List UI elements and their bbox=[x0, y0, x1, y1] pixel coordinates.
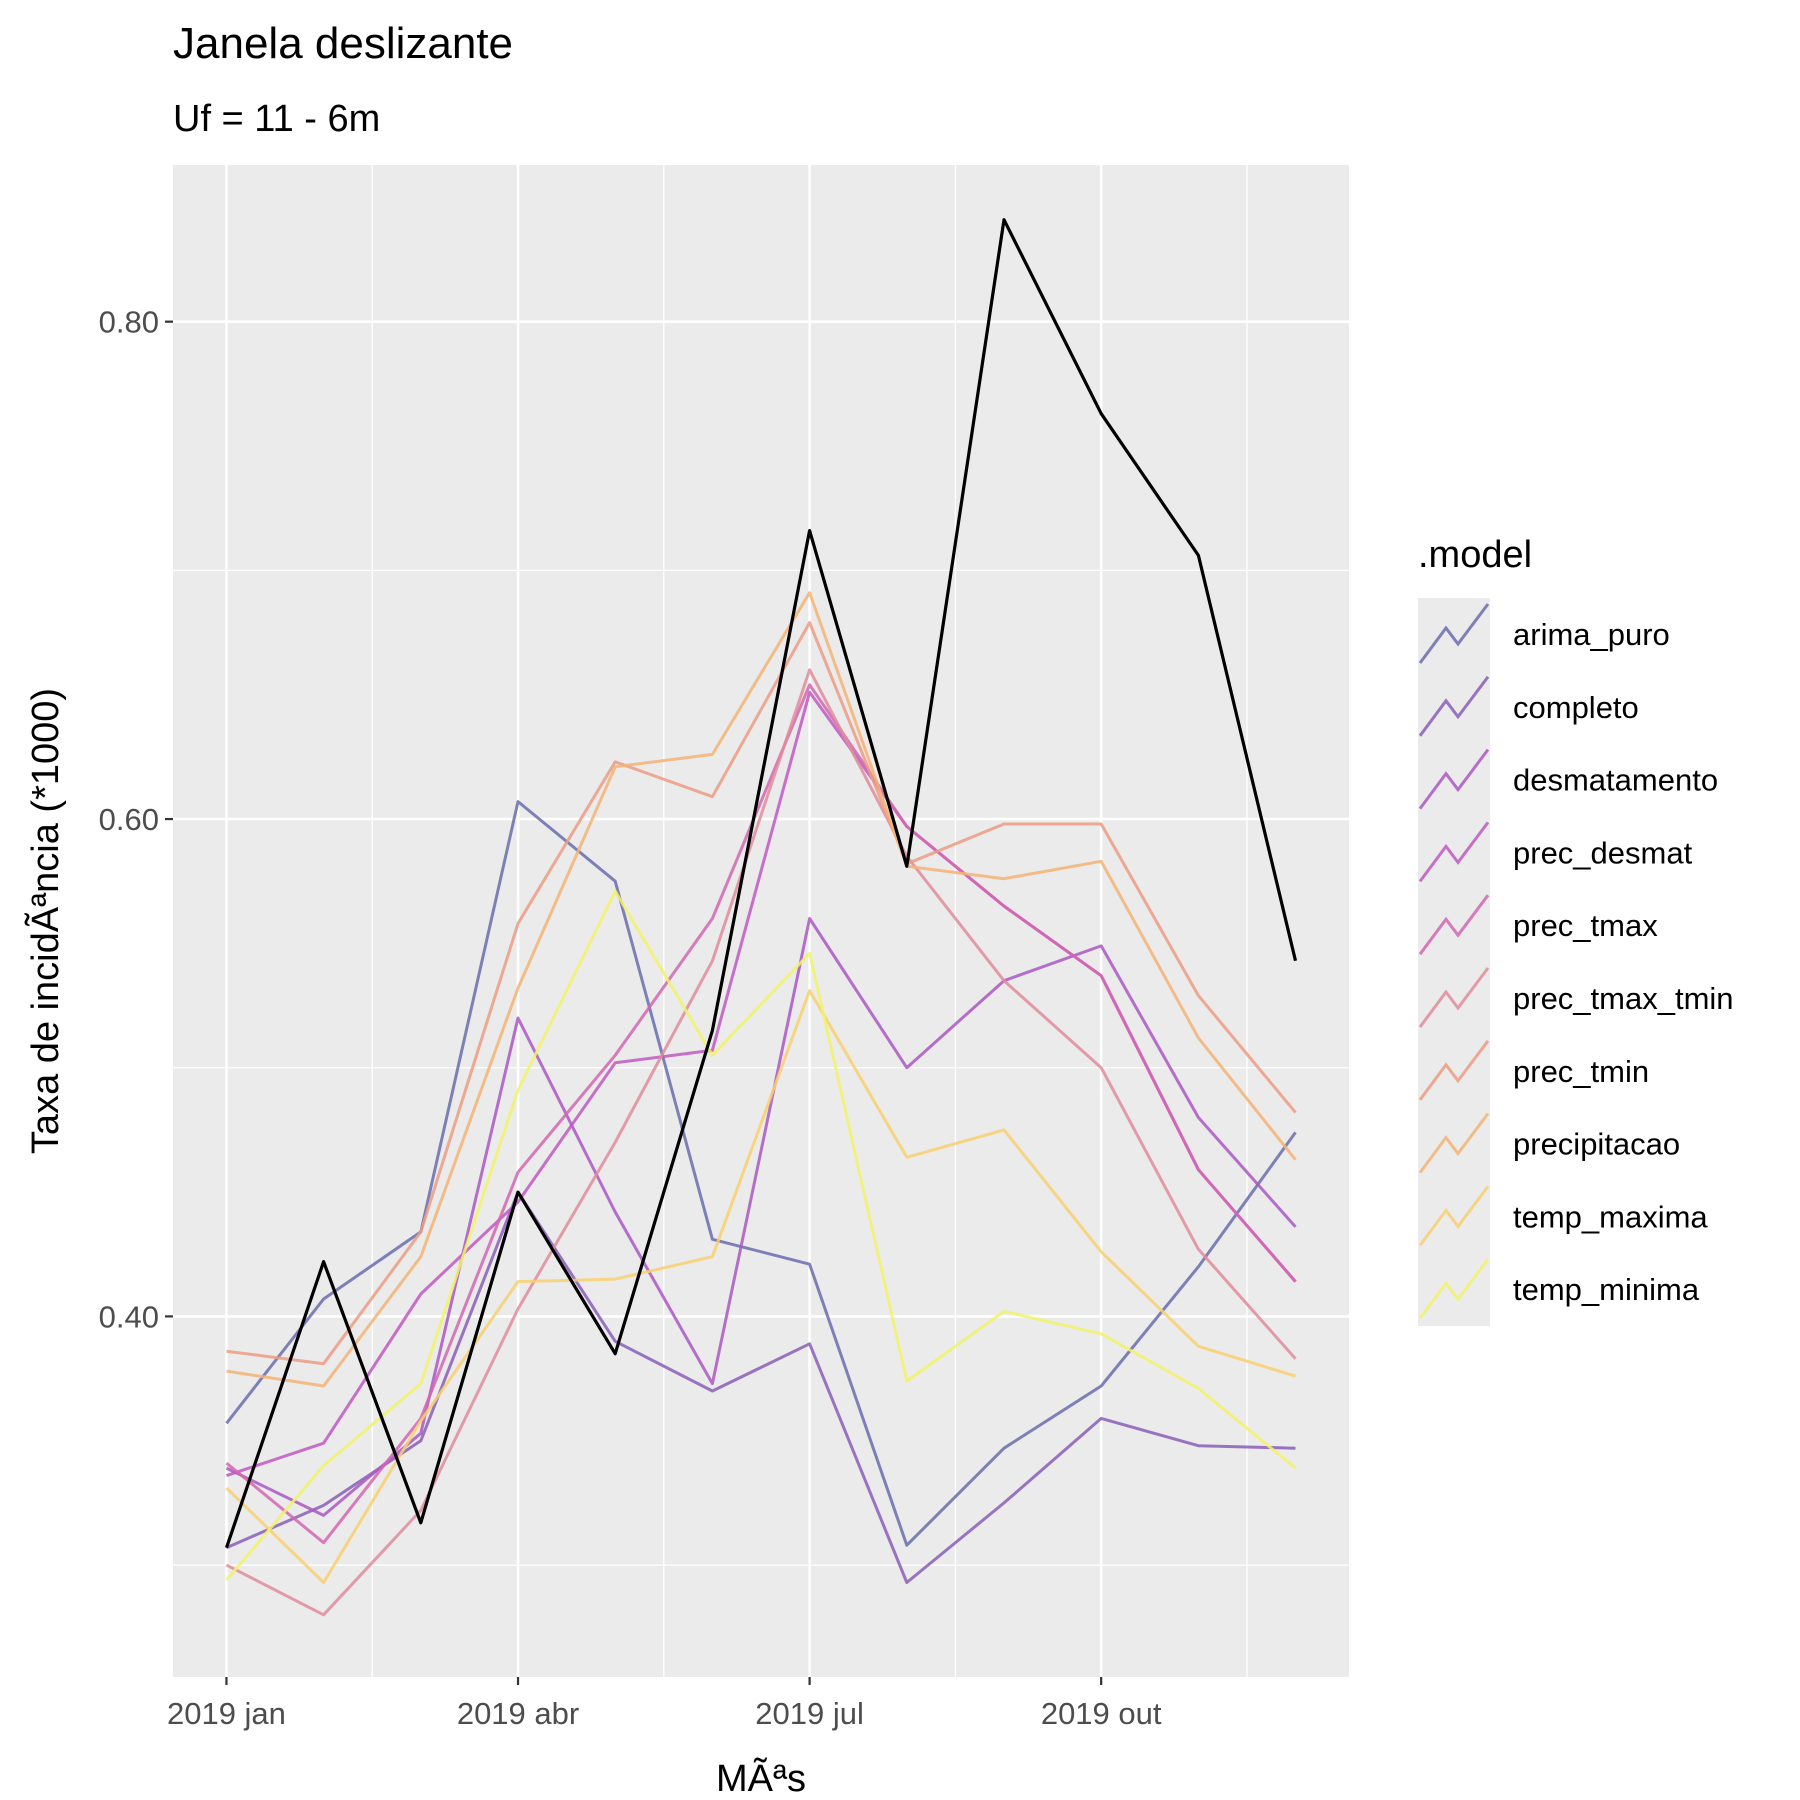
chart-title: Janela deslizante bbox=[173, 19, 513, 68]
legend-key-background bbox=[1418, 598, 1490, 1326]
series-line-prec-tmax-tmin bbox=[225, 668, 1297, 1617]
legend-key-desmatamento bbox=[1418, 748, 1490, 810]
legend-key-prec-tmin bbox=[1418, 1039, 1490, 1101]
x-axis-title: MÃªs bbox=[716, 1757, 806, 1800]
legend-label-desmatamento: desmatamento bbox=[1513, 763, 1718, 798]
legend-label-prec-tmin: prec_tmin bbox=[1513, 1054, 1649, 1089]
series-line-completo bbox=[225, 1190, 1296, 1584]
legend-key-temp-minima bbox=[1418, 1258, 1490, 1320]
legend-key-completo bbox=[1418, 675, 1490, 737]
x-tick-label: 2019 abr bbox=[457, 1696, 579, 1731]
y-axis: 0.40 0.60 0.80 bbox=[99, 305, 173, 1334]
legend-key-prec-tmax-tmin bbox=[1418, 967, 1490, 1028]
x-tick-label: 2019 jul bbox=[755, 1696, 864, 1731]
legend-key-arima-puro bbox=[1418, 603, 1490, 664]
legend-label-completo: completo bbox=[1513, 690, 1639, 725]
grid-minor bbox=[173, 165, 1349, 1677]
plot-panel bbox=[173, 165, 1349, 1677]
x-tick-label: 2019 jan bbox=[167, 1696, 286, 1731]
series-line-prec-tmax bbox=[225, 683, 1297, 1545]
series-line-arima-puro bbox=[225, 800, 1297, 1547]
x-axis: 2019 jan 2019 abr 2019 jul 2019 out bbox=[167, 1677, 1162, 1731]
legend-label-prec-desmat: prec_desmat bbox=[1513, 835, 1693, 870]
legend-key-precipitacao bbox=[1418, 1112, 1490, 1174]
series-line-precipitacao bbox=[226, 591, 1297, 1388]
legend-label-arima-puro: arima_puro bbox=[1513, 617, 1670, 652]
legend-title: .model bbox=[1418, 534, 1532, 576]
legend-label-precipitacao: precipitacao bbox=[1513, 1127, 1680, 1162]
series-line-prec-tmin bbox=[226, 621, 1297, 1366]
legend-key-prec-tmax bbox=[1418, 894, 1490, 956]
series-line-observed bbox=[224, 218, 1298, 1549]
chart-subtitle: Uf = 11 - 6m bbox=[173, 98, 380, 140]
series-line-temp-maxima bbox=[225, 989, 1296, 1584]
series-layer bbox=[224, 218, 1298, 1617]
x-tick-label: 2019 out bbox=[1041, 1696, 1162, 1731]
series-line-temp-minima bbox=[225, 889, 1297, 1581]
y-tick-label: 0.40 bbox=[99, 1299, 159, 1334]
y-tick-label: 0.80 bbox=[99, 305, 159, 340]
legend-label-temp-minima: temp_minima bbox=[1513, 1272, 1700, 1307]
legend: .model arima_puro completo desmatamento pre… bbox=[1418, 534, 1734, 1326]
legend-key-temp-maxima bbox=[1418, 1185, 1490, 1247]
legend-label-temp-maxima: temp_maxima bbox=[1513, 1199, 1708, 1234]
y-tick-label: 0.60 bbox=[99, 802, 159, 837]
legend-label-prec-tmax-tmin: prec_tmax_tmin bbox=[1513, 981, 1734, 1016]
y-axis-title: Taxa de incidÃªncia (*1000) bbox=[24, 688, 67, 1154]
legend-label-prec-tmax: prec_tmax bbox=[1513, 908, 1658, 943]
legend-key-prec-desmat bbox=[1418, 821, 1490, 883]
